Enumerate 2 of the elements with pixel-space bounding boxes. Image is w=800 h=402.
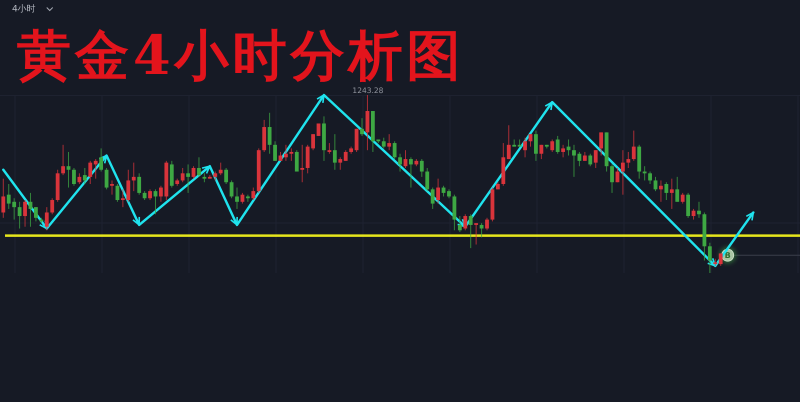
chart-title: 黄金4小时分析图: [17, 23, 465, 87]
text: 4小时: [12, 4, 36, 14]
